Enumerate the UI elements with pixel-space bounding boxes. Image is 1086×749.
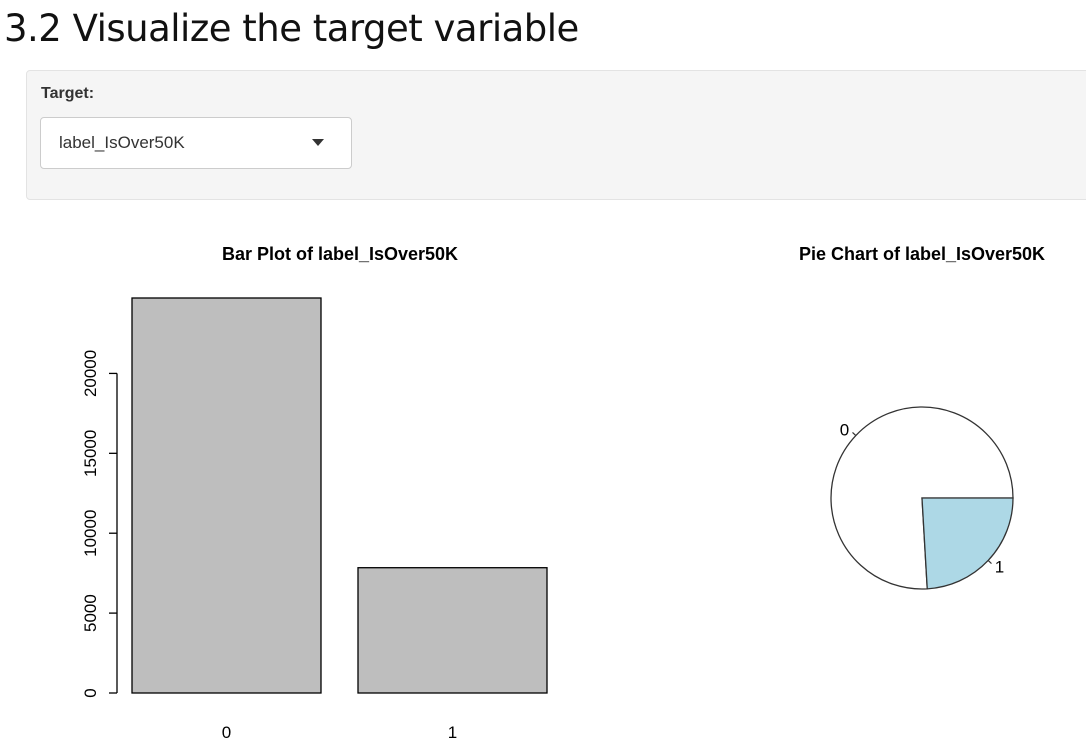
target-label: Target: xyxy=(41,85,95,102)
pie-label-1: 1 xyxy=(995,558,1004,577)
y-tick-label-5000: 5000 xyxy=(81,594,100,632)
y-tick-label-20000: 20000 xyxy=(81,350,100,397)
pie-leader-0 xyxy=(852,431,857,436)
pie-chart-title: Pie Chart of label_IsOver50K xyxy=(799,244,1045,264)
bar-chart-title: Bar Plot of label_IsOver50K xyxy=(222,244,458,264)
pie-label-0: 0 xyxy=(840,420,849,439)
caret-down-icon xyxy=(312,139,324,146)
pie-chart-labels: 01 xyxy=(840,420,1005,576)
pie-slice-1 xyxy=(921,497,1014,590)
bar-1 xyxy=(357,567,548,694)
bar-chart-yaxis: 0 5000 10000 15000 20000 xyxy=(81,350,118,698)
x-tick-label-1: 1 xyxy=(448,723,457,742)
y-tick-label-0: 0 xyxy=(81,688,100,697)
y-tick-label-10000: 10000 xyxy=(81,510,100,557)
pie-leader-1 xyxy=(987,560,992,565)
bar-chart-bars xyxy=(131,297,548,694)
bar-chart: Bar Plot of label_IsOver50K 0 5000 10000 15… xyxy=(81,244,548,742)
control-panel: Target: label_IsOver50K xyxy=(26,70,1086,200)
target-select-value: label_IsOver50K xyxy=(59,133,185,152)
pie-chart-slices xyxy=(830,406,1014,590)
y-tick-label-15000: 15000 xyxy=(81,430,100,477)
pie-chart: Pie Chart of label_IsOver50K 01 xyxy=(799,244,1045,590)
page-title: 3.2 Visualize the target variable xyxy=(4,7,579,50)
target-select[interactable]: label_IsOver50K xyxy=(40,117,352,169)
x-tick-label-0: 0 xyxy=(222,723,231,742)
bar-0 xyxy=(131,297,322,694)
